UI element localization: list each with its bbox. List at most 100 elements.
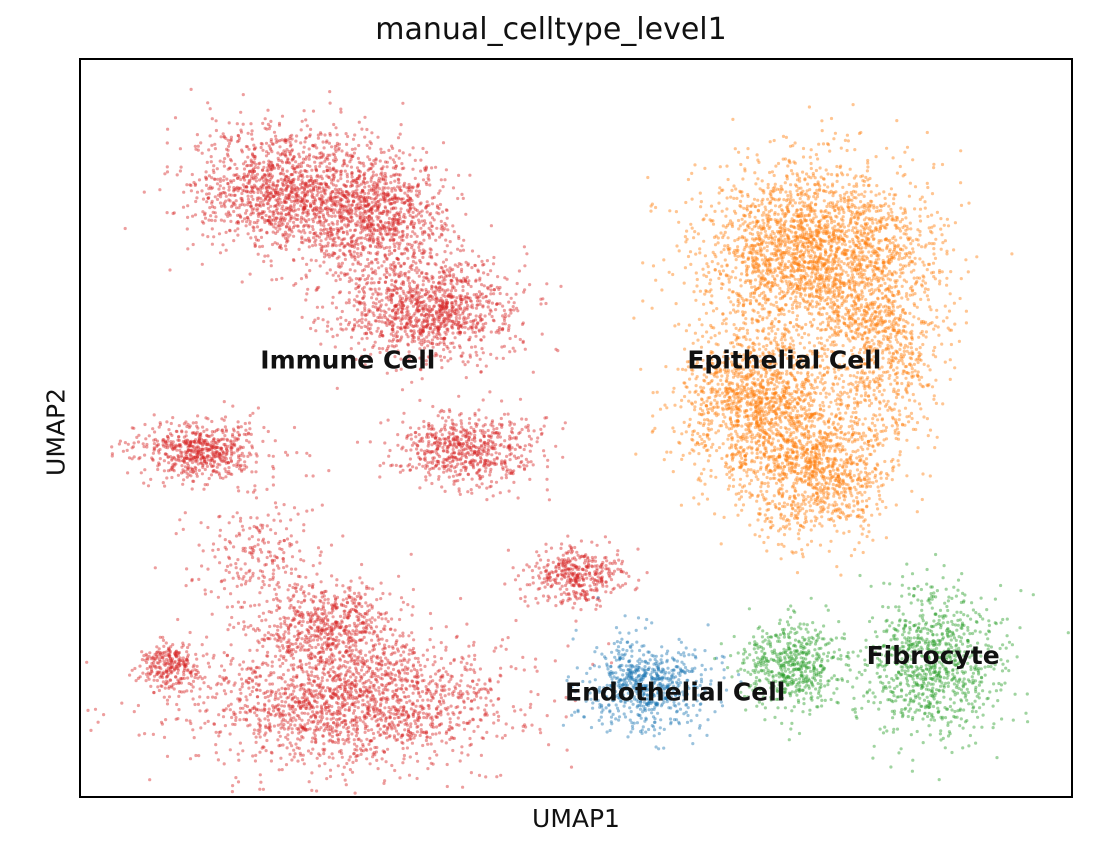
cell-point [239, 425, 243, 429]
cell-point [524, 417, 528, 421]
cell-point [417, 426, 421, 430]
cell-point [318, 231, 323, 235]
cell-point [518, 430, 522, 434]
cell-point [367, 239, 371, 243]
cell-point [309, 178, 313, 182]
cell-point [380, 223, 385, 227]
cell-point [421, 146, 425, 151]
cell-point [432, 466, 436, 470]
cell-point [338, 277, 342, 281]
cell-point [461, 310, 465, 314]
cell-point [363, 303, 367, 307]
cell-point [182, 422, 186, 426]
cell-point [232, 193, 236, 197]
cell-point [273, 241, 277, 245]
cell-point [276, 200, 280, 204]
cell-point [331, 167, 335, 172]
cell-point [357, 207, 361, 211]
cell-point [398, 210, 403, 214]
cell-point [345, 164, 349, 168]
cell-point [303, 207, 307, 211]
cell-point [360, 269, 365, 273]
cell-point [316, 191, 320, 195]
cell-point [481, 351, 485, 355]
cell-point [442, 276, 446, 280]
cell-point [497, 331, 501, 335]
cell-point [444, 238, 448, 242]
cell-point [451, 458, 455, 462]
cell-point [322, 146, 326, 150]
cell-point [530, 569, 535, 573]
cell-point [355, 320, 359, 324]
cell-point [180, 464, 184, 468]
cell-point [292, 205, 296, 209]
cell-point [459, 421, 464, 426]
cell-point [283, 196, 287, 200]
cell-point [207, 218, 211, 222]
cell-point [521, 568, 526, 572]
cell-point [227, 144, 231, 148]
cell-point [546, 558, 550, 563]
cell-point [363, 135, 367, 139]
cell-point [420, 312, 424, 316]
cell-point [266, 254, 270, 258]
cell-point [486, 434, 491, 438]
cell-point [305, 174, 309, 179]
cell-point [353, 206, 357, 210]
cell-point [452, 466, 456, 470]
cell-point [444, 298, 448, 302]
cell-point [435, 451, 439, 455]
cell-point [453, 451, 457, 455]
cell-point [379, 147, 383, 151]
cell-point [351, 262, 355, 266]
cell-point [345, 151, 349, 155]
cell-point [185, 183, 189, 187]
cell-point [498, 435, 502, 439]
cell-point [511, 472, 515, 476]
cell-point [253, 244, 257, 248]
cell-point [394, 164, 398, 168]
cell-point [235, 166, 239, 171]
cell-point [425, 435, 429, 439]
cell-point [326, 244, 330, 248]
cell-point [378, 475, 382, 479]
cell-point [189, 439, 193, 443]
cell-point [463, 460, 467, 464]
cell-point [439, 232, 443, 236]
cell-point [246, 131, 250, 135]
cell-point [142, 445, 146, 449]
cell-point [445, 216, 449, 220]
cell-point [337, 146, 341, 150]
cell-point [189, 466, 193, 470]
cell-point [243, 160, 247, 164]
cell-point [406, 325, 410, 329]
cell-point [297, 175, 301, 179]
cell-point [194, 199, 198, 204]
cell-point [350, 209, 354, 213]
cell-point [425, 182, 429, 187]
cell-point [296, 213, 300, 217]
cell-point [267, 307, 272, 311]
cell-point [413, 232, 417, 236]
cell-point [621, 583, 625, 587]
cell-point [349, 335, 354, 339]
cell-point [501, 466, 505, 470]
cell-point [561, 455, 565, 459]
cell-point [489, 352, 493, 356]
cell-point [461, 288, 465, 293]
cell-point [463, 325, 467, 329]
cell-point [303, 140, 307, 144]
cell-point [380, 316, 384, 320]
cell-point [383, 200, 387, 204]
cell-point [457, 173, 461, 177]
cell-point [337, 202, 341, 206]
cell-point [409, 437, 413, 441]
cell-point [503, 439, 507, 443]
cell-point [421, 255, 425, 259]
cell-point [347, 208, 351, 212]
cell-point [261, 193, 266, 197]
cell-point [459, 437, 463, 441]
cell-point [416, 452, 420, 456]
cell-point [402, 166, 406, 170]
cell-point [449, 426, 453, 430]
